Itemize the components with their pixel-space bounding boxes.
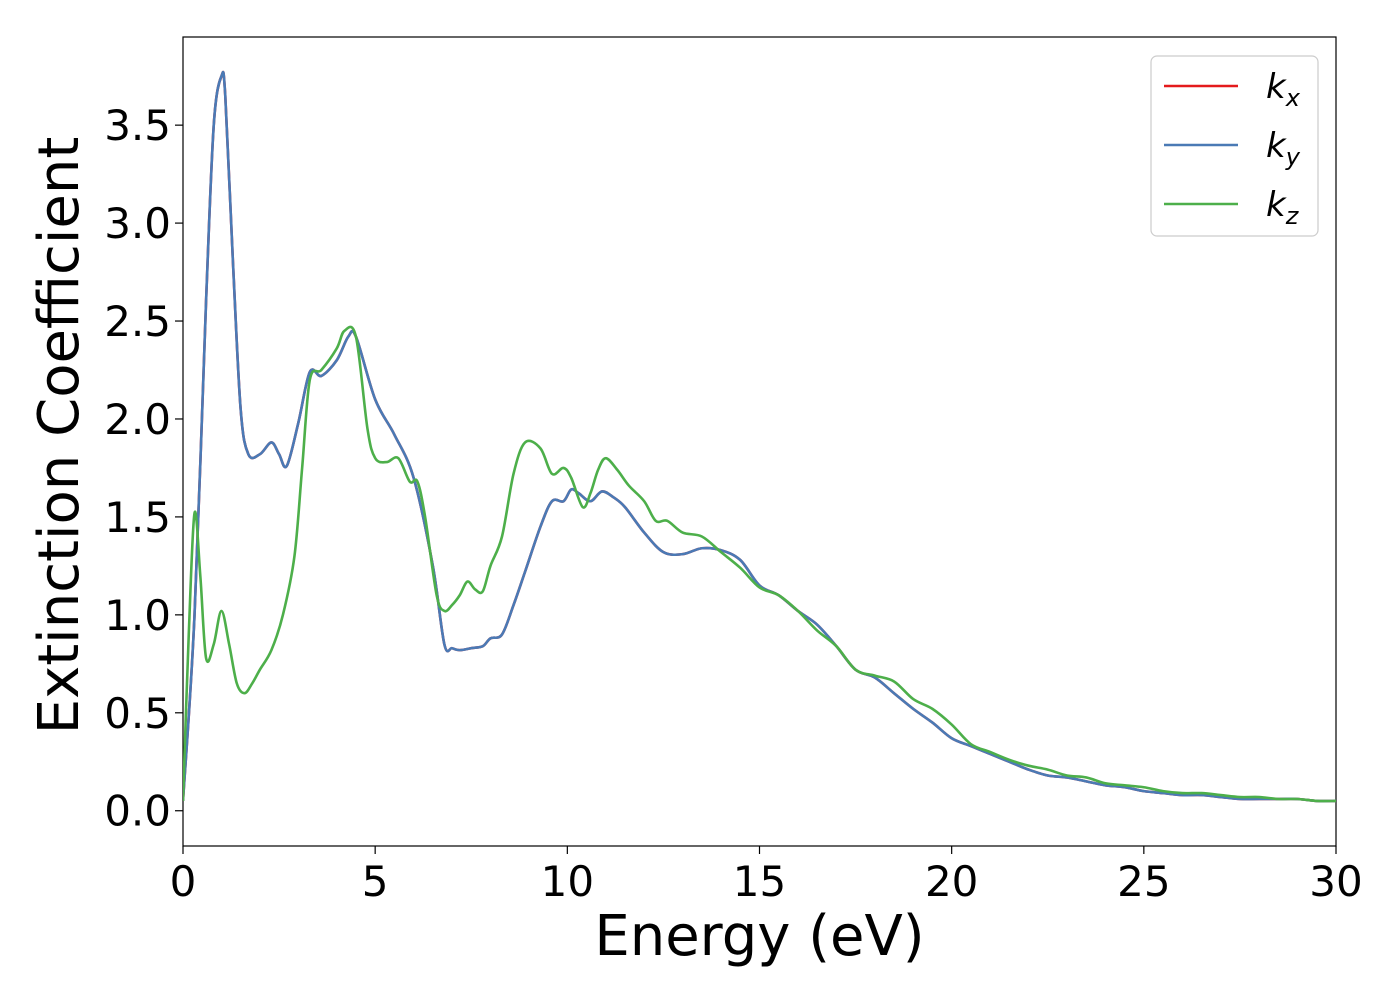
x-axis-label: Energy (eV) [594, 904, 924, 969]
y-tick-label: 2.0 [104, 395, 171, 444]
legend: kx ky kz [1150, 55, 1319, 237]
x-tick-label: 15 [733, 857, 786, 906]
y-tick-label: 3.0 [104, 199, 171, 248]
x-tick-label: 0 [170, 857, 197, 906]
y-tick-label: 3.5 [104, 101, 171, 150]
plot-area [182, 36, 1337, 847]
x-tick-label: 5 [362, 857, 389, 906]
x-tick-label: 10 [541, 857, 594, 906]
y-tick-label: 0.5 [104, 689, 171, 738]
plot-frame [182, 36, 1337, 847]
y-axis-label: Extinction Coefficient [27, 137, 92, 735]
series-line-z [183, 325, 1336, 803]
y-tick-label: 1.0 [104, 591, 171, 640]
y-tick-label: 1.5 [104, 493, 171, 542]
legend-label-y: ky [1266, 126, 1301, 171]
x-tick-label: 30 [1309, 857, 1362, 906]
y-tick-label: 2.5 [104, 297, 171, 346]
axes-layer: 0 5 10 15 20 25 30 0.0 0.5 1.0 1.5 2.0 2.5 3.0 3.5 [104, 101, 1363, 906]
x-tick-label: 20 [925, 857, 978, 906]
series-layer [183, 70, 1336, 803]
legend-label-z: kz [1266, 185, 1300, 230]
x-tick-label: 25 [1117, 857, 1170, 906]
y-tick-label: 0.0 [104, 787, 171, 836]
legend-label-x: kx [1266, 67, 1301, 112]
